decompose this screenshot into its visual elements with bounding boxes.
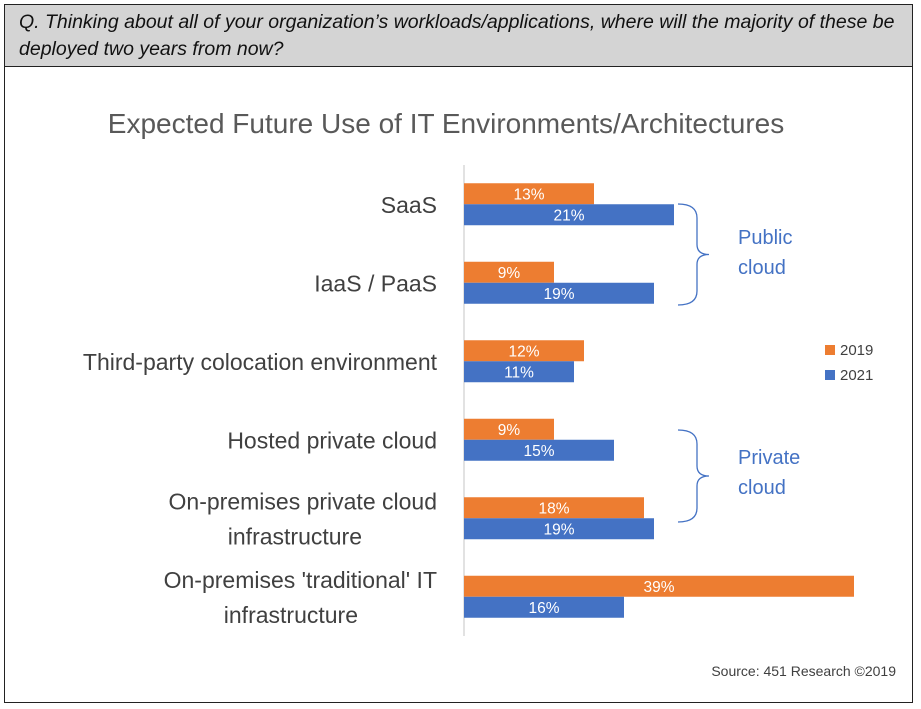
legend-swatch-2019 <box>825 345 835 355</box>
bar-2019-1 <box>464 261 554 283</box>
data-label-2019-4: 18% <box>538 500 569 517</box>
chart-title: Expected Future Use of IT Environments/A… <box>108 108 784 139</box>
category-label-2: Third-party colocation environment <box>83 349 438 375</box>
data-label-2021-0: 21% <box>553 207 584 224</box>
question-banner: Q. Thinking about all of your organizati… <box>5 5 912 67</box>
bar-2021-2 <box>464 361 574 383</box>
category-label-5: On-premises 'traditional' IT infrastructu… <box>164 567 437 628</box>
data-label-2019-2: 12% <box>508 343 539 360</box>
legend-swatch-2021 <box>825 370 835 380</box>
bar-2021-3 <box>464 439 614 461</box>
data-label-2019-5: 39% <box>643 579 674 596</box>
group-label-0: Public cloud <box>738 227 792 279</box>
data-label-2021-4: 19% <box>543 521 574 538</box>
category-label-4: On-premises private cloud infrastructure <box>169 488 437 549</box>
bar-2021-1 <box>464 282 654 304</box>
legend-label-2019: 2019 <box>840 342 873 359</box>
bar-2021-5 <box>464 596 624 618</box>
bar-2021-4 <box>464 518 654 540</box>
data-label-2021-5: 16% <box>528 600 559 617</box>
data-label-2021-2: 11% <box>504 364 534 381</box>
bar-2019-4 <box>464 497 644 519</box>
bar-2019-2 <box>464 340 584 362</box>
category-label-3: Hosted private cloud <box>227 427 437 453</box>
chart-frame: Q. Thinking about all of your organizati… <box>4 4 913 703</box>
legend: 2019 2021 <box>825 342 873 384</box>
data-label-2021-1: 19% <box>543 286 574 303</box>
bars-group: 13%21%9%19%12%11%9%15%18%19%39%16% <box>464 183 854 618</box>
data-label-2019-0: 13% <box>513 186 544 203</box>
group-brackets: Public cloud Private cloud <box>677 203 800 523</box>
group-bracket-1 <box>677 429 710 523</box>
data-label-2019-3: 9% <box>498 422 521 439</box>
source-note: Source: 451 Research ©2019 <box>711 663 896 679</box>
bar-2019-3 <box>464 418 554 440</box>
category-label-0: SaaS <box>381 192 437 218</box>
data-label-2019-1: 9% <box>498 265 521 282</box>
bar-2019-5 <box>464 575 854 597</box>
category-label-1: IaaS / PaaS <box>314 270 437 296</box>
legend-label-2021: 2021 <box>840 367 873 384</box>
category-labels: SaaS IaaS / PaaS Third-party colocation en… <box>83 192 438 628</box>
bar-2021-0 <box>464 204 674 226</box>
data-label-2021-3: 15% <box>523 443 554 460</box>
group-label-1: Private cloud <box>738 447 800 499</box>
group-bracket-0 <box>677 203 710 306</box>
bar-2019-0 <box>464 183 594 205</box>
